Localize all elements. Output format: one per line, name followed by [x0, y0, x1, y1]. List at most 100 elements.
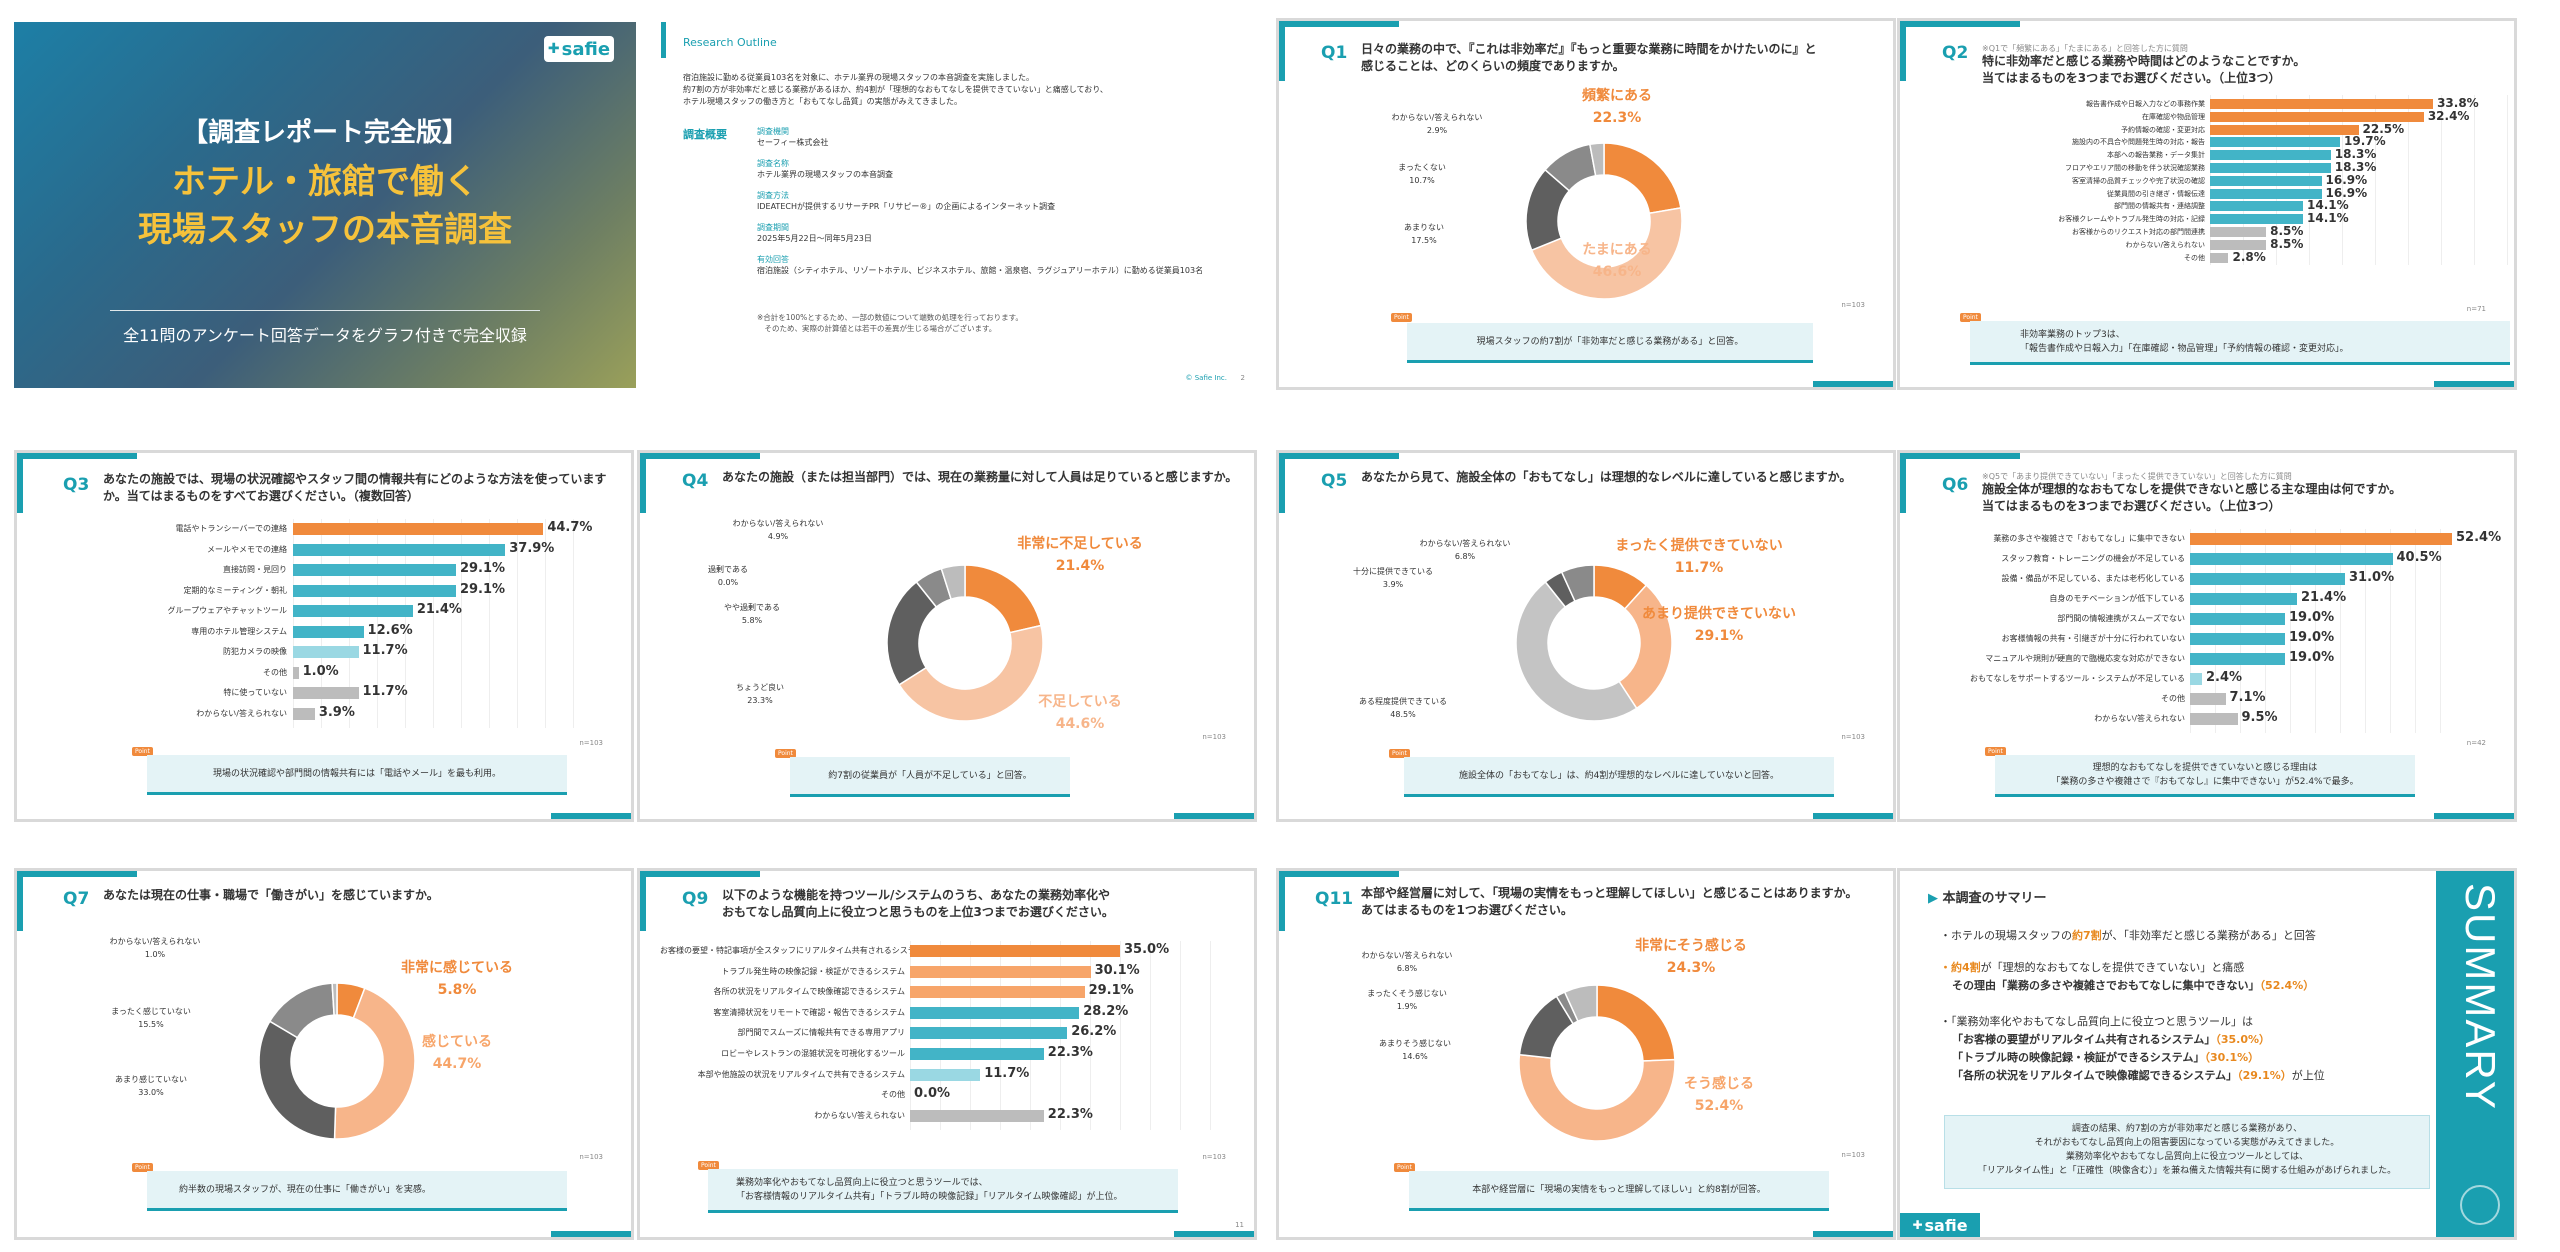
gridline: [1210, 941, 1211, 1131]
gridline: [489, 519, 490, 728]
q4-donut-chart: [886, 564, 1044, 722]
gridline: [1150, 941, 1151, 1131]
bar-value-label: 22.3%: [1047, 1045, 1093, 1060]
point-box: 約半数の現場スタッフが、現在の仕事に「働きがい」を実感。: [147, 1171, 567, 1211]
slide-top-accent: [17, 871, 137, 877]
bar-category-label: フロアやエリア間の移動を伴う状況確認業務: [2065, 164, 2205, 172]
question-text: 特に非効率だと感じる業務や時間はどのようなことですか。 当てはまるものを3つまで…: [1982, 54, 2306, 85]
q5-donut-chart: [1515, 564, 1673, 722]
gridline: [2365, 529, 2366, 733]
bar-category-label: 従業員間の引き継ぎ・情報伝達: [2107, 189, 2205, 198]
outline-item: 有効回答宿泊施設（シティホテル、リゾートホテル、ビジネスホテル、旅館・温泉宿、ラ…: [757, 254, 1227, 276]
bar-category-label: 部門間の情報共有・連絡調整: [2114, 202, 2205, 211]
point-box: 施設全体の「おもてなし」は、約4割が理想的なレベルに達していないと回答。: [1404, 757, 1834, 797]
donut-label: ある程度提供できている 48.5%: [1359, 697, 1447, 719]
gridline: [349, 519, 350, 728]
gridline: [2474, 95, 2475, 266]
bar: [293, 584, 456, 597]
q4-slide: Q4 あなたの施設（または担当部門）では、現在の業務量に対して人員は足りていると…: [637, 450, 1257, 822]
bar-category-label: 各所の状況をリアルタイムで映像確認できるシステム: [713, 987, 905, 997]
outline-footer: © Safie Inc.: [1185, 374, 1227, 382]
bar-value-label: 16.9%: [2325, 172, 2368, 187]
bar-category-label: その他: [881, 1090, 905, 1100]
donut-label: まったく提供できていない 11.7%: [1615, 538, 1783, 576]
bar-category-label: 専用のホテル管理システム: [191, 626, 287, 636]
gridline: [405, 519, 406, 728]
question-number: Q2: [1942, 43, 1969, 63]
bar-category-label: 自身のモチベーションが低下している: [2049, 594, 2185, 603]
bar-value-label: 21.4%: [2301, 590, 2347, 605]
bar-category-label: 部門間でスムーズに情報共有できる専用アプリ: [737, 1028, 905, 1038]
donut-slice: [1618, 584, 1673, 710]
bar-category-label: 客室清掃の品質チェックや完了状況の確認: [2072, 176, 2205, 185]
bar-value-label: 44.7%: [547, 520, 593, 535]
bar-value-label: 16.9%: [2325, 185, 2368, 200]
bar-category-label: 業務の多さや複雑さで「おもてなし」に集中できない: [1993, 534, 2185, 543]
bar-value-label: 11.7%: [362, 684, 408, 699]
slide-side-accent: [1279, 21, 1285, 81]
gridline: [2215, 529, 2216, 733]
bar: [2190, 533, 2452, 545]
question-text: 施設全体が理想的なおもてなしを提供できないと感じる主な理由は何ですか。 当てはま…: [1982, 482, 2402, 513]
outline-items: 調査機関 セーフィー株式会社 調査名称 ホテル業界の現場スタッフの本音調査 調査方法 ID…: [757, 126, 1227, 286]
gridline: [1120, 941, 1121, 1131]
point-box: 理想的なおもてなしを提供できていないと感じる理由は 「業務の多さや複雑さで『おも…: [1995, 755, 2415, 797]
point-tag: Point: [1391, 313, 1412, 322]
q1-donut-chart: [1525, 142, 1683, 300]
bar: [910, 945, 1120, 957]
slide-top-accent: [1900, 21, 2020, 27]
outline-item-value: 宿泊施設（シティホテル、リゾートホテル、ビジネスホテル、旅館・温泉宿、ラグジュア…: [757, 266, 1204, 275]
sample-size: n=103: [1202, 1153, 1226, 1161]
bar: [293, 666, 299, 679]
bar-value-label: 22.5%: [2362, 121, 2405, 136]
sample-size: n=71: [2466, 305, 2486, 313]
q7-donut-chart: [258, 982, 416, 1140]
question-text: あなたの施設（または担当部門）では、現在の業務量に対して人員は足りていると感じま…: [722, 470, 1238, 484]
point-tag: Point: [132, 1163, 153, 1172]
bar-value-label: 14.1%: [2307, 211, 2349, 226]
gridline: [2415, 529, 2416, 733]
outline-item-key: 有効回答: [757, 255, 789, 264]
bar: [2190, 573, 2345, 585]
summary-highlight: 約7割: [2072, 929, 2102, 942]
summary-logo: ✚ safie: [1900, 1213, 1980, 1237]
slide-side-accent: [1900, 453, 1906, 513]
donut-label: わからない/答えられない 2.9%: [1391, 113, 1483, 135]
gridline: [545, 519, 546, 728]
question-number: Q5: [1321, 471, 1348, 491]
gridline: [2390, 529, 2391, 733]
q11-donut-chart: [1518, 984, 1676, 1142]
bar: [2210, 175, 2322, 186]
summary-text: 「トラブル時の映像記録・検証ができるシステム」: [1952, 1051, 2205, 1064]
outline-item-key: 調査名称: [757, 159, 789, 168]
bar: [293, 687, 359, 699]
bar-value-label: 21.4%: [416, 602, 462, 617]
bar: [910, 986, 1085, 999]
donut-slice: [1530, 206, 1683, 300]
point-tag: Point: [1960, 313, 1981, 322]
outline-item-key: 調査期間: [757, 223, 789, 232]
bar-value-label: 19.0%: [2289, 610, 2335, 625]
bar-value-label: 11.7%: [984, 1065, 1030, 1081]
donut-label: あまりそう感じない 14.6%: [1379, 1039, 1451, 1061]
summary-pct: （30.1%）: [2204, 1051, 2260, 1064]
gridline: [461, 519, 462, 728]
donut-label: わからない/答えられない 1.0%: [109, 937, 201, 959]
slide-bottom-accent: [1174, 1231, 1254, 1237]
bar-category-label: 設備・備品が不足している、または老朽化している: [2001, 574, 2185, 583]
question-text: 以下のような機能を持つツール/システムのうち、あなたの業務効率化や おもてなし品…: [722, 888, 1114, 919]
donut-label: やや過剰である 5.8%: [724, 603, 780, 625]
summary-text: 「お客様の要望がリアルタイム共有されるシステム」: [1952, 1033, 2216, 1046]
gridline: [2408, 95, 2409, 266]
bar: [2210, 188, 2322, 199]
bar: [2190, 593, 2297, 605]
bar-category-label: 本部への報告業務・データ集計: [2107, 151, 2205, 160]
page-number: 11: [1235, 1221, 1244, 1229]
donut-label: そう感じる 52.4%: [1684, 1076, 1754, 1114]
slide-side-accent: [640, 453, 646, 513]
gridline: [2240, 529, 2241, 733]
outline-intro: 宿泊施設に勤める従業員103名を対象に、ホテル業界の現場スタッフの本音調査を実施…: [683, 73, 1108, 106]
bar: [2210, 150, 2331, 161]
slide-side-accent: [17, 453, 23, 513]
bar-value-label: 0.0%: [914, 1086, 951, 1102]
